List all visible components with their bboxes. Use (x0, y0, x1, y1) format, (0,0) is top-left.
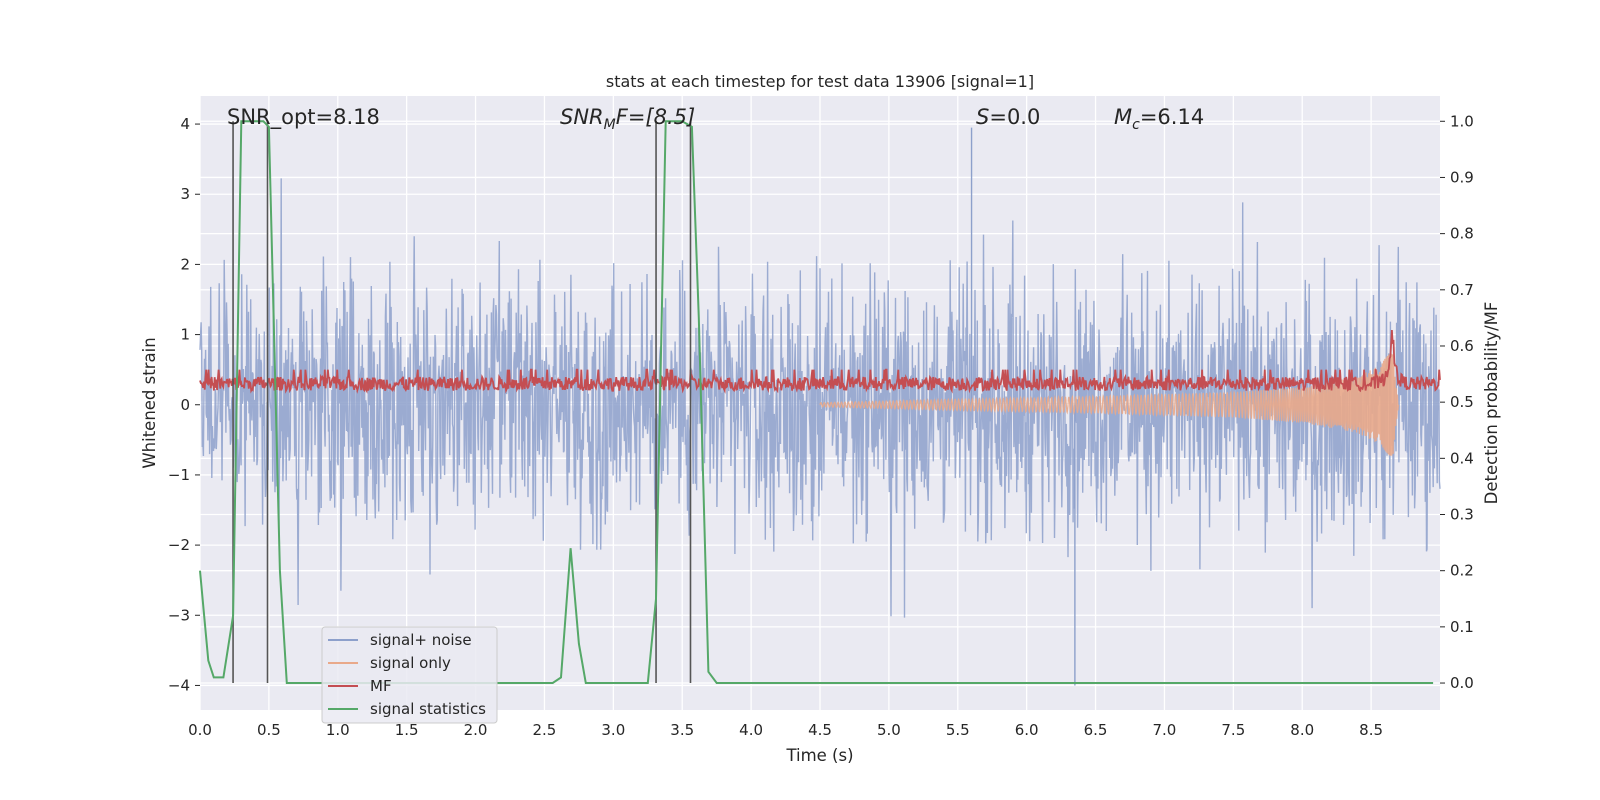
x-tick-label: 2.5 (533, 721, 557, 739)
x-tick-label: 6.0 (1015, 721, 1039, 739)
annotation-s-symbol: S (976, 105, 989, 129)
x-tick-label: 4.0 (739, 721, 763, 739)
mf-line (199, 329, 1441, 394)
mf-series (199, 329, 1441, 394)
x-tick-label: 6.5 (1084, 721, 1108, 739)
legend-label-signal-statistics: signal statistics (370, 700, 486, 718)
annotation-snr-mf-base: SNR (560, 105, 604, 129)
signal-statistics-series (199, 120, 1434, 684)
annotation-s-value: =0.0 (989, 105, 1040, 129)
x-tick-label: 8.0 (1290, 721, 1314, 739)
signal-noise-series (199, 127, 1441, 686)
left-y-tick-label: 2 (180, 255, 190, 273)
right-y-axis-label: Detection probability/MF (1482, 302, 1501, 505)
x-tick-label: 1.0 (326, 721, 350, 739)
x-axis-label: Time (s) (785, 746, 853, 765)
x-tick-label: 3.0 (601, 721, 625, 739)
left-y-tick-label: −3 (168, 606, 190, 624)
left-y-tick-label: 1 (180, 326, 190, 344)
right-y-tick-label: 0.6 (1450, 337, 1474, 355)
x-tick-label: 5.0 (877, 721, 901, 739)
x-axis-ticks: 0.0 0.5 1.0 1.5 2.0 2.5 3.0 3.5 4.0 4.5 5.0 5.5 6.0 6… (188, 721, 1383, 739)
right-y-tick-label: 1.0 (1450, 112, 1474, 130)
signal-only-series (819, 353, 1400, 456)
legend-label-signal-noise: signal+ noise (370, 631, 472, 649)
signal-statistics-line (199, 120, 1434, 684)
right-y-tick-label: 0.2 (1450, 562, 1474, 580)
legend-label-signal-only: signal only (370, 654, 451, 672)
chart-title: stats at each timestep for test data 139… (606, 72, 1034, 91)
right-y-tick-label: 0.8 (1450, 225, 1474, 243)
left-y-tick-label: −1 (168, 466, 190, 484)
x-tick-label: 1.5 (395, 721, 419, 739)
x-tick-label: 5.5 (946, 721, 970, 739)
right-y-tick-label: 0.9 (1450, 168, 1474, 186)
right-y-tick-label: 0.3 (1450, 506, 1474, 524)
annotation-s: S=0.0 (976, 105, 1040, 129)
legend-frame (321, 626, 498, 724)
annotation-mc: Mc=6.14 (1114, 105, 1204, 133)
left-y-tick-label: 3 (180, 185, 190, 203)
x-tick-label: 2.0 (464, 721, 488, 739)
left-y-axis-ticks: 4 3 2 1 0 −1 −2 −3 −4 (168, 115, 200, 694)
x-tick-label: 8.5 (1359, 721, 1383, 739)
left-y-tick-label: 0 (180, 396, 190, 414)
x-tick-label: 0.5 (257, 721, 281, 739)
left-y-tick-label: −4 (168, 676, 190, 694)
x-tick-label: 0.0 (188, 721, 212, 739)
legend: signal+ noise signal only MF signal stat… (321, 626, 498, 724)
x-tick-label: 3.5 (670, 721, 694, 739)
annotation-snr-mf: SNRMF=[8.5] (560, 105, 695, 133)
left-y-axis-label: Whitened strain (140, 337, 159, 468)
signal-only-line (819, 353, 1400, 456)
left-y-tick-label: −2 (168, 536, 190, 554)
x-tick-label: 7.5 (1221, 721, 1245, 739)
signal-noise-line (199, 178, 1441, 618)
annotation-snr-mf-rest: F=[8.5] (616, 105, 695, 129)
right-y-tick-label: 0.7 (1450, 281, 1474, 299)
right-y-tick-label: 0.1 (1450, 618, 1474, 636)
right-y-tick-label: 0.4 (1450, 449, 1474, 467)
right-y-axis-ticks: 1.0 0.9 0.8 0.7 0.6 0.5 0.4 0.3 0.2 0.1 0.0 (1440, 112, 1474, 692)
annotation-snr-mf-sub: M (604, 117, 616, 133)
x-tick-label: 7.0 (1153, 721, 1177, 739)
annotation-mc-symbol: M (1114, 105, 1132, 129)
annotation-snr-opt: SNR_opt=8.18 (227, 105, 380, 130)
legend-label-mf: MF (370, 677, 392, 695)
annotation-mc-sub: c (1132, 117, 1140, 133)
x-tick-label: 4.5 (808, 721, 832, 739)
right-y-tick-label: 0.5 (1450, 393, 1474, 411)
annotation-mc-value: =6.14 (1140, 105, 1204, 129)
right-y-tick-label: 0.0 (1450, 674, 1474, 692)
left-y-tick-label: 4 (180, 115, 190, 133)
